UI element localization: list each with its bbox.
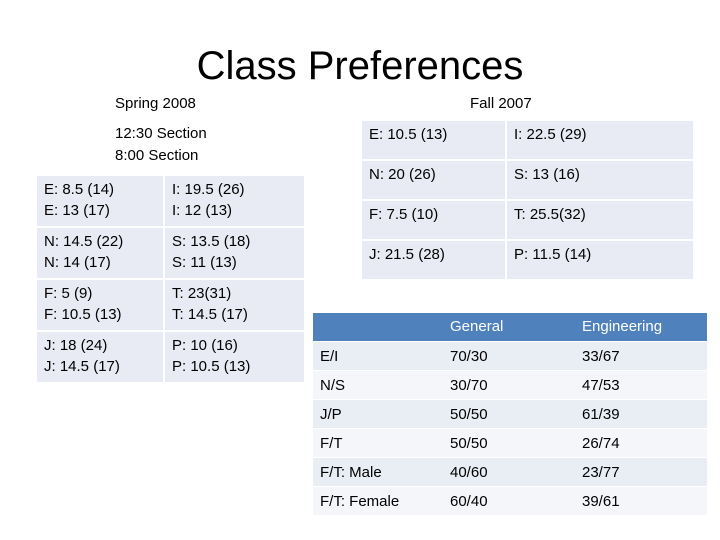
cell-text: 23/77 bbox=[582, 464, 620, 481]
cell-text: F/T: Female bbox=[320, 493, 400, 510]
cell-text: T: 14.5 (17) bbox=[172, 306, 248, 323]
cell-text: 47/53 bbox=[582, 377, 620, 394]
comparison-cell: 61/39 bbox=[575, 399, 707, 428]
cell-text: F: 10.5 (13) bbox=[44, 306, 122, 323]
fall-cell: S: 13 (16) bbox=[507, 161, 693, 199]
cell-text: N: 14.5 (22) bbox=[44, 233, 124, 250]
cell-text: 70/30 bbox=[450, 348, 488, 365]
cell-text: J: 14.5 (17) bbox=[44, 358, 120, 375]
cell-text: 33/67 bbox=[582, 348, 620, 365]
fall-cell: T: 25.5(32) bbox=[507, 201, 693, 239]
comparison-cell: 30/70 bbox=[443, 370, 575, 399]
comparison-cell: 60/40 bbox=[443, 486, 575, 515]
comparison-cell: 26/74 bbox=[575, 428, 707, 457]
cell-text: I: 19.5 (26) bbox=[172, 181, 245, 198]
legend-item: 8:00 Section bbox=[115, 147, 199, 164]
comparison-cell: N/S bbox=[313, 370, 443, 399]
cell-text: E: 10.5 (13) bbox=[369, 126, 448, 143]
cell-text: S: 13 (16) bbox=[514, 166, 580, 183]
cell-text: General bbox=[450, 318, 504, 335]
comparison-cell: F/T: Female bbox=[313, 486, 443, 515]
cell-text: Engineering bbox=[582, 318, 663, 335]
spring-cell: J: 18 (24) J: 14.5 (17) bbox=[37, 332, 163, 382]
spring-cell: S: 13.5 (18) S: 11 (13) bbox=[165, 228, 304, 278]
spring-cell: N: 14.5 (22) N: 14 (17) bbox=[37, 228, 163, 278]
header-cell: General bbox=[443, 313, 575, 341]
cell-text: T: 25.5(32) bbox=[514, 206, 586, 223]
cell-text: N: 20 (26) bbox=[369, 166, 436, 183]
spring-cell: P: 10 (16) P: 10.5 (13) bbox=[165, 332, 304, 382]
spring-cell: F: 5 (9) F: 10.5 (13) bbox=[37, 280, 163, 330]
comparison-cell: 47/53 bbox=[575, 370, 707, 399]
fall-cell: I: 22.5 (29) bbox=[507, 121, 693, 159]
fall-cell: J: 21.5 (28) bbox=[362, 241, 505, 279]
cell-text: J: 21.5 (28) bbox=[369, 246, 445, 263]
cell-text: J/P bbox=[320, 406, 342, 423]
cell-text: P: 10 (16) bbox=[172, 337, 238, 354]
comparison-cell: E/I bbox=[313, 341, 443, 370]
cell-text: S: 13.5 (18) bbox=[172, 233, 251, 250]
comparison-cell: 39/61 bbox=[575, 486, 707, 515]
cell-text: 30/70 bbox=[450, 377, 488, 394]
comparison-cell: 50/50 bbox=[443, 428, 575, 457]
cell-text: N: 14 (17) bbox=[44, 254, 111, 271]
cell-text: 61/39 bbox=[582, 406, 620, 423]
comparison-cell: J/P bbox=[313, 399, 443, 428]
cell-text: 60/40 bbox=[450, 493, 488, 510]
comparison-cell: F/T: Male bbox=[313, 457, 443, 486]
cell-text: 50/50 bbox=[450, 406, 488, 423]
cell-text: 26/74 bbox=[582, 435, 620, 452]
fall-cell: P: 11.5 (14) bbox=[507, 241, 693, 279]
cell-text: P: 11.5 (14) bbox=[514, 246, 592, 263]
header-cell bbox=[313, 313, 443, 341]
cell-text: I: 12 (13) bbox=[172, 202, 233, 219]
cell-text: N/S bbox=[320, 377, 346, 394]
cell-text: 50/50 bbox=[450, 435, 488, 452]
comparison-cell: 33/67 bbox=[575, 341, 707, 370]
fall-cell: N: 20 (26) bbox=[362, 161, 505, 199]
header-cell: Engineering bbox=[575, 313, 707, 341]
comparison-cell: 50/50 bbox=[443, 399, 575, 428]
cell-text: T: 23(31) bbox=[172, 285, 232, 302]
fall-cell: E: 10.5 (13) bbox=[362, 121, 505, 159]
legend-item: 12:30 Section bbox=[115, 125, 207, 142]
cell-text: E: 13 (17) bbox=[44, 202, 110, 219]
spring-cell: T: 23(31) T: 14.5 (17) bbox=[165, 280, 304, 330]
comparison-cell: 40/60 bbox=[443, 457, 575, 486]
cell-text: P: 10.5 (13) bbox=[172, 358, 251, 375]
slide-title: Class Preferences bbox=[196, 44, 524, 88]
cell-text: F: 7.5 (10) bbox=[369, 206, 439, 223]
cell-text: 40/60 bbox=[450, 464, 488, 481]
comparison-cell: 23/77 bbox=[575, 457, 707, 486]
comparison-cell: 70/30 bbox=[443, 341, 575, 370]
cell-text: S: 11 (13) bbox=[172, 254, 237, 271]
cell-text: E/I bbox=[320, 348, 339, 365]
cell-text: F/T bbox=[320, 435, 343, 452]
fall-label: Fall 2007 bbox=[470, 95, 532, 112]
spring-cell: I: 19.5 (26) I: 12 (13) bbox=[165, 176, 304, 226]
fall-cell: F: 7.5 (10) bbox=[362, 201, 505, 239]
cell-text: I: 22.5 (29) bbox=[514, 126, 587, 143]
cell-text: E: 8.5 (14) bbox=[44, 181, 115, 198]
comparison-cell: F/T bbox=[313, 428, 443, 457]
cell-text: F: 5 (9) bbox=[44, 285, 93, 302]
cell-text: J: 18 (24) bbox=[44, 337, 108, 354]
cell-text: 39/61 bbox=[582, 493, 620, 510]
spring-cell: E: 8.5 (14) E: 13 (17) bbox=[37, 176, 163, 226]
cell-text: F/T: Male bbox=[320, 464, 382, 481]
spring-label: Spring 2008 bbox=[115, 95, 196, 112]
